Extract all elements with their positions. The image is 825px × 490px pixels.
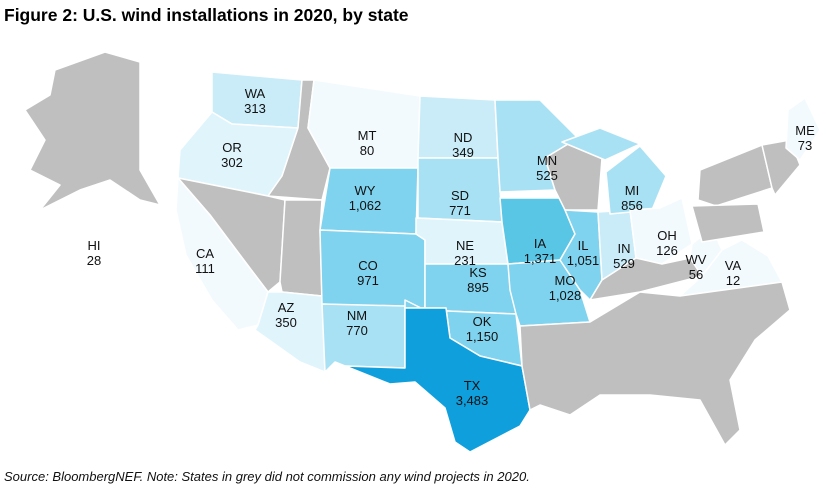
state-label-mi: MI 856 [621, 183, 643, 213]
state-label-mt: MT 80 [358, 128, 377, 158]
state-code: OH [657, 228, 677, 243]
state-code: IL [578, 238, 589, 253]
state-value: 80 [360, 143, 374, 158]
state-code: CA [196, 246, 214, 261]
state-value: 56 [689, 267, 703, 282]
state-value: 529 [613, 256, 635, 271]
state-shape-ut [279, 199, 323, 297]
state-label-oh: OH 126 [656, 228, 678, 258]
state-code: SD [451, 188, 469, 203]
state-code: CO [358, 258, 378, 273]
state-label-or: OR 302 [221, 140, 243, 170]
state-value: 856 [621, 198, 643, 213]
state-value: 895 [467, 280, 489, 295]
state-label-wv: WV 56 [686, 252, 707, 282]
state-value: 12 [726, 273, 740, 288]
state-value: 525 [536, 168, 558, 183]
state-code: AZ [278, 300, 295, 315]
state-label-ok: OK 1,150 [466, 314, 499, 344]
state-label-ks: KS 895 [467, 265, 489, 295]
state-label-co: CO 971 [357, 258, 379, 288]
state-shape-me [785, 97, 821, 161]
state-label-tx: TX 3,483 [456, 378, 489, 408]
state-code: VA [725, 258, 742, 273]
state-code: OR [222, 140, 242, 155]
state-label-ia: IA 1,371 [524, 236, 557, 266]
state-value: 3,483 [456, 393, 489, 408]
state-value: 349 [452, 145, 474, 160]
state-code: ND [454, 130, 473, 145]
state-shape-mi [605, 145, 667, 215]
state-value: 126 [656, 243, 678, 258]
state-shape-ky [589, 257, 703, 301]
state-value: 73 [798, 138, 812, 153]
state-value: 771 [449, 203, 471, 218]
state-code: MO [555, 273, 576, 288]
state-value: 1,051 [567, 253, 600, 268]
state-value: 302 [221, 155, 243, 170]
state-label-va: VA 12 [725, 258, 742, 288]
state-code: MN [537, 153, 557, 168]
source-note: Source: BloombergNEF. Note: States in gr… [4, 469, 530, 484]
state-code: WA [245, 86, 266, 101]
state-value: 1,028 [549, 288, 582, 303]
state-code: ME [795, 123, 815, 138]
state-code: IA [534, 236, 547, 251]
state-label-ne: NE 231 [454, 238, 476, 268]
state-value: 350 [275, 315, 297, 330]
state-label-mo: MO 1,028 [549, 273, 582, 303]
state-label-mn: MN 525 [536, 153, 558, 183]
state-shape-ny [697, 144, 773, 207]
state-code: IN [618, 241, 631, 256]
state-code: NM [347, 308, 367, 323]
figure-title: Figure 2: U.S. wind installations in 202… [4, 5, 409, 25]
state-value: 1,062 [349, 198, 382, 213]
state-value: 111 [195, 261, 215, 276]
state-code: WV [686, 252, 707, 267]
state-shape-miu [561, 127, 641, 161]
state-label-me: ME 73 [795, 123, 815, 153]
state-code: OK [473, 314, 492, 329]
state-label-az: AZ 350 [275, 300, 297, 330]
state-label-wa: WA 313 [244, 86, 266, 116]
state-code: MI [625, 183, 639, 198]
state-label-wy: WY 1,062 [349, 183, 382, 213]
state-code: TX [464, 378, 481, 393]
state-value: 1,371 [524, 251, 557, 266]
state-value: 231 [454, 253, 476, 268]
state-shape-az [254, 291, 326, 373]
state-value: 313 [244, 101, 266, 116]
state-shape-se1 [519, 281, 791, 446]
state-code: KS [469, 265, 487, 280]
state-value: 1,150 [466, 329, 499, 344]
state-code: NE [456, 238, 474, 253]
state-value: 770 [346, 323, 368, 338]
state-label-ca: CA 111 [195, 246, 215, 276]
state-value: 28 [87, 253, 101, 268]
state-code: WY [355, 183, 376, 198]
state-label-hi: HI 28 [87, 238, 101, 268]
state-shape-ak [24, 51, 161, 211]
state-label-sd: SD 771 [449, 188, 471, 218]
state-value: 971 [357, 273, 379, 288]
state-label-in: IN 529 [613, 241, 635, 271]
state-shape-ca [175, 177, 269, 331]
state-label-nd: ND 349 [452, 130, 474, 160]
state-shape-tx [344, 307, 531, 453]
state-label-il: IL 1,051 [567, 238, 600, 268]
state-shape-pa [691, 203, 765, 243]
state-label-nm: NM 770 [346, 308, 368, 338]
state-code: HI [88, 238, 101, 253]
state-shape-ne2 [761, 139, 801, 196]
state-code: MT [358, 128, 377, 143]
